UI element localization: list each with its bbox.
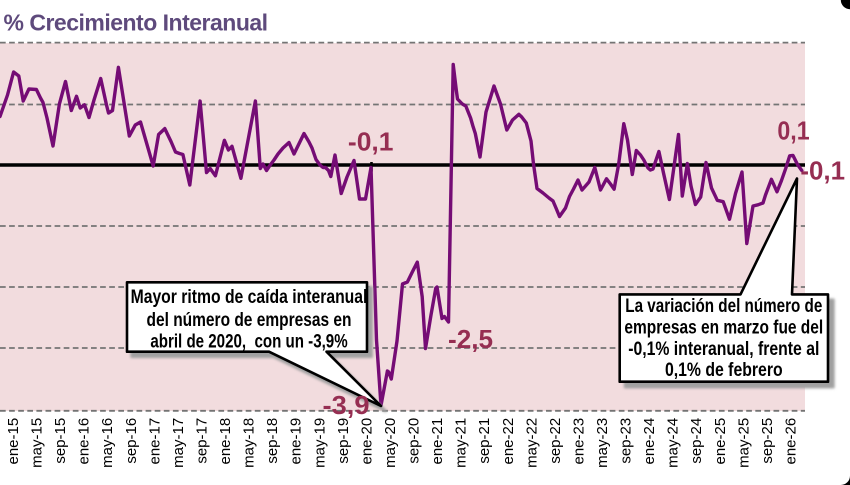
svg-text:Mayor ritmo de caída interanua: Mayor ritmo de caída interanual <box>131 286 368 308</box>
svg-text:ene-18: ene-18 <box>217 418 234 465</box>
svg-text:empresas en marzo fue del: empresas en marzo fue del <box>624 317 823 339</box>
svg-text:sep-23: sep-23 <box>618 418 635 464</box>
svg-text:may-24: may-24 <box>665 418 682 468</box>
svg-text:0,1: 0,1 <box>777 118 809 146</box>
svg-text:0,1% de febrero: 0,1% de febrero <box>665 359 783 381</box>
svg-text:ene-25: ene-25 <box>712 418 729 465</box>
svg-text:sep-22: sep-22 <box>547 418 564 464</box>
svg-text:ene-23: ene-23 <box>570 418 587 465</box>
svg-text:sep-20: sep-20 <box>406 418 423 464</box>
svg-text:ene-24: ene-24 <box>641 418 658 465</box>
svg-text:may-25: may-25 <box>735 418 752 468</box>
svg-text:La variación del número de: La variación del número de <box>625 295 822 317</box>
svg-text:sep-18: sep-18 <box>264 418 281 464</box>
svg-text:may-21: may-21 <box>453 418 470 468</box>
svg-text:may-15: may-15 <box>29 418 46 468</box>
svg-text:ene-22: ene-22 <box>500 418 517 465</box>
svg-text:-2,5: -2,5 <box>448 326 493 354</box>
svg-text:-3,9: -3,9 <box>323 392 370 420</box>
svg-text:may-17: may-17 <box>170 418 187 468</box>
svg-text:may-19: may-19 <box>311 418 328 468</box>
svg-text:may-22: may-22 <box>523 418 540 468</box>
svg-text:sep-16: sep-16 <box>123 418 140 464</box>
svg-text:del número de empresas en: del número de empresas en <box>147 309 352 331</box>
svg-text:sep-21: sep-21 <box>476 418 493 464</box>
svg-text:sep-15: sep-15 <box>52 418 69 464</box>
svg-text:ene-20: ene-20 <box>358 418 375 465</box>
svg-text:sep-24: sep-24 <box>688 418 705 464</box>
svg-text:-0,1: -0,1 <box>348 129 394 157</box>
svg-text:abril de 2020, con un -3,9%: abril de 2020, con un -3,9% <box>150 330 347 352</box>
svg-text:ene-26: ene-26 <box>783 418 800 465</box>
svg-text:ene-17: ene-17 <box>146 418 163 465</box>
svg-text:-0,1: -0,1 <box>800 158 845 186</box>
svg-text:ene-15: ene-15 <box>5 418 22 465</box>
svg-text:ene-21: ene-21 <box>429 418 446 465</box>
svg-text:may-18: may-18 <box>241 418 258 468</box>
svg-text:may-23: may-23 <box>594 418 611 468</box>
svg-text:% Crecimiento Interanual: % Crecimiento Interanual <box>4 10 268 36</box>
svg-text:sep-25: sep-25 <box>759 418 776 464</box>
svg-text:sep-17: sep-17 <box>194 418 211 464</box>
svg-text:may-20: may-20 <box>382 418 399 468</box>
svg-text:sep-19: sep-19 <box>335 418 352 464</box>
svg-text:-0,1% interanual, frente al: -0,1% interanual, frente al <box>628 338 819 360</box>
svg-text:ene-19: ene-19 <box>288 418 305 465</box>
svg-text:may-16: may-16 <box>99 418 116 468</box>
svg-text:ene-16: ene-16 <box>76 418 93 465</box>
